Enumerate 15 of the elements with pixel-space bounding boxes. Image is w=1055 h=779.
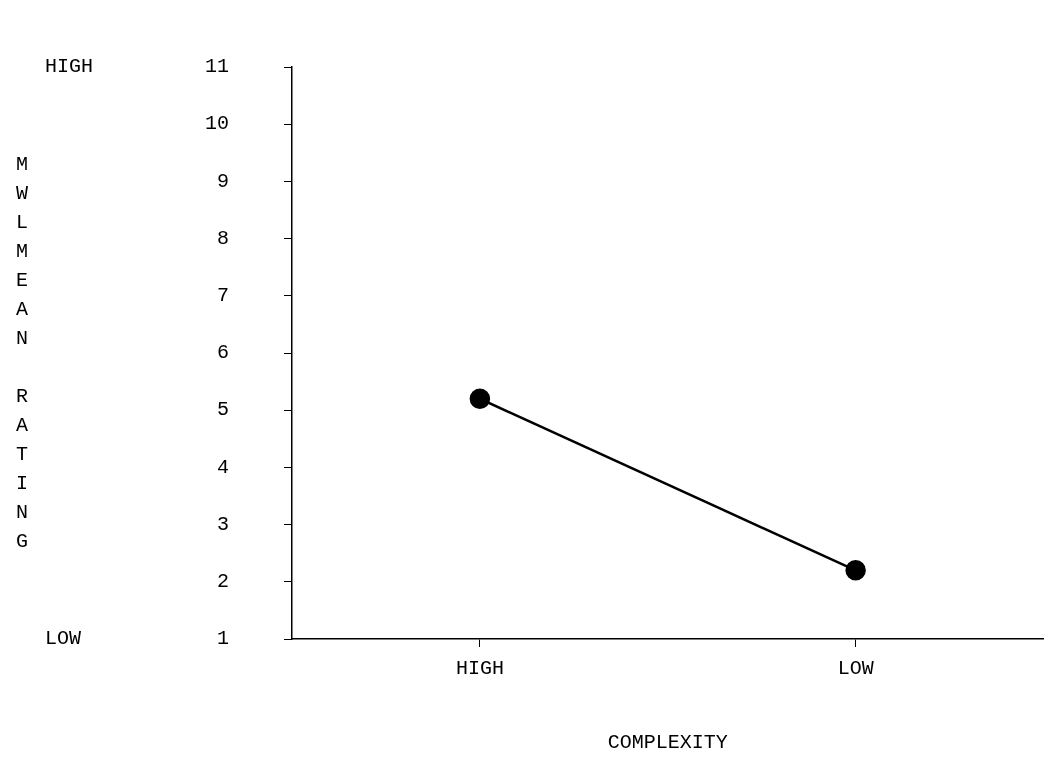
y-tick-label: 5 [216, 398, 229, 422]
y-tick-label: 4 [216, 455, 229, 479]
y-tick-label: 3 [216, 512, 229, 536]
y-tick-label: 6 [216, 341, 229, 365]
y-tick-label: 11 [204, 55, 229, 79]
text: LOW [45, 627, 82, 651]
y-tick-label: 9 [216, 169, 229, 193]
text: MWLMEAN RATING [15, 152, 29, 553]
y-tick-label: 2 [216, 570, 229, 594]
text: HIGH [45, 55, 94, 79]
y-tick-label: 8 [216, 226, 229, 250]
y-tick-label: 1 [216, 627, 229, 651]
y-tick-label: 7 [216, 284, 229, 308]
x-axis-title: COMPLEXITY [607, 731, 728, 755]
y-tick-label: 10 [204, 112, 229, 136]
